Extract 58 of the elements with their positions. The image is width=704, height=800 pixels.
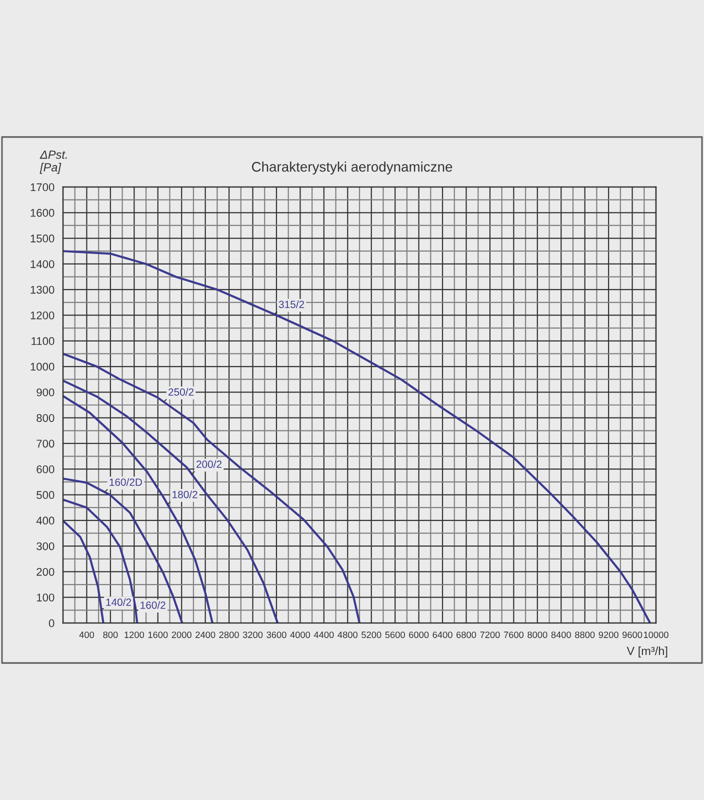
y-tick-label: 1700 (30, 183, 54, 192)
x-tick-label: 1600 (148, 632, 168, 638)
y-tick-label: 1400 (30, 260, 54, 268)
y-tick-label: 100 (36, 594, 54, 602)
series-label: 200/2 (196, 460, 222, 468)
y-tick-label: 1600 (30, 208, 54, 217)
x-tick-label: 8800 (575, 632, 595, 638)
y-axis-title: ΔPst. [Pa] (40, 150, 67, 174)
x-tick-label: 3200 (242, 632, 263, 638)
x-tick-label: 6400 (432, 632, 452, 638)
y-tick-label: 400 (36, 516, 54, 525)
series-label: 180/2 (172, 490, 198, 498)
x-tick-label: 4400 (314, 632, 334, 638)
series-label: 140/2 (106, 598, 132, 606)
x-tick-label: 4800 (338, 632, 358, 638)
y-tick-label: 500 (36, 491, 54, 499)
line-series (63, 352, 361, 623)
line-series (63, 250, 652, 623)
x-tick-label: 8000 (528, 632, 548, 638)
y-tick-label: 1100 (32, 337, 54, 346)
y-tick-label: 0 (48, 619, 54, 628)
line-series (63, 520, 104, 623)
x-tick-label: 800 (103, 632, 118, 638)
series-label: 160/2D (110, 478, 142, 486)
chart-title: Charakterystyki aerodynamiczne (252, 162, 452, 174)
y-tick-label: 1300 (30, 286, 54, 294)
x-tick-label: 7200 (480, 632, 500, 638)
y-tick-label: 600 (36, 465, 54, 474)
x-tick-label: 4000 (290, 632, 310, 638)
line-series (63, 380, 279, 623)
x-tick-label: 7600 (504, 632, 524, 638)
x-tick-label: 9600 (622, 632, 642, 638)
y-tick-label: 1000 (30, 362, 54, 371)
series-label: 315/2 (278, 300, 304, 308)
x-tick-label: 1200 (124, 632, 144, 638)
x-tick-label: 6800 (456, 632, 476, 638)
series-label: 250/2 (168, 388, 194, 396)
x-tick-label: 5200 (362, 632, 382, 638)
x-tick-label: 2000 (172, 632, 192, 638)
x-tick-label: 2800 (219, 632, 239, 638)
x-tick-label: 3600 (266, 632, 286, 638)
y-tick-label: 200 (36, 568, 54, 576)
series-label: 160/2 (140, 601, 166, 609)
y-tick-label: 1200 (30, 312, 54, 320)
x-tick-label: 6000 (409, 632, 429, 638)
y-tick-label: 700 (36, 440, 54, 448)
y-tick-label: 900 (36, 388, 54, 396)
line-series (63, 498, 138, 623)
x-tick-label: 400 (79, 632, 94, 638)
x-tick-label: 2400 (196, 632, 216, 638)
x-axis-title: V [m³/h] (626, 646, 668, 658)
x-tick-label: 8400 (551, 632, 571, 638)
x-tick-label: 10000 (644, 632, 668, 638)
x-tick-label: 5600 (385, 632, 405, 638)
y-tick-label: 300 (36, 542, 54, 550)
y-tick-label: 800 (36, 414, 54, 422)
x-tick-label: 9200 (598, 632, 618, 638)
y-tick-label: 1500 (30, 234, 54, 242)
